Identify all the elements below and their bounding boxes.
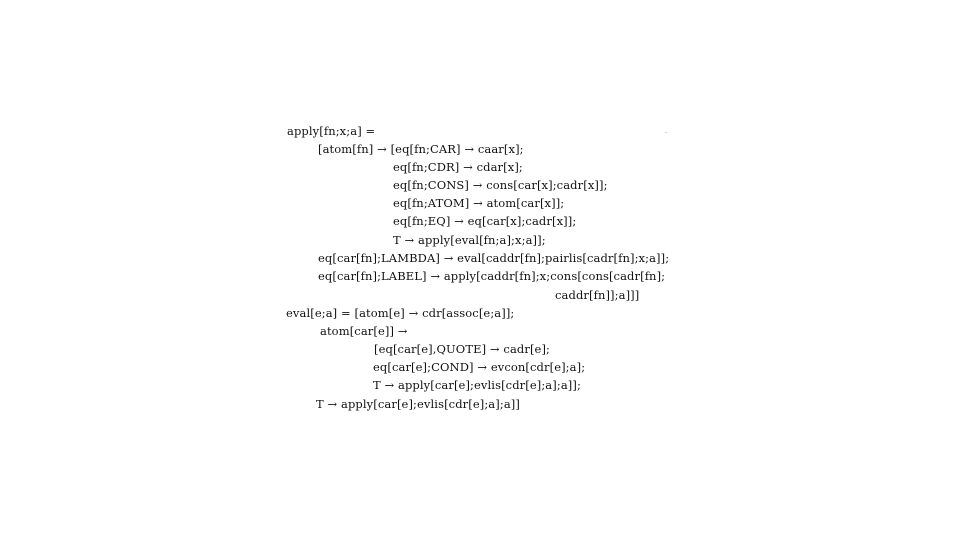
code-line-apply-definition: apply[fn;x;a] = [287, 124, 376, 138]
scan-speck [665, 132, 667, 133]
code-line: [atom[fn] → [eq[fn;CAR] → caar[x]; [318, 142, 524, 156]
code-line: T → apply[car[e];evlis[cdr[e];a];a]] [316, 397, 520, 411]
code-line-continuation: caddr[fn]];a]]] [555, 288, 640, 302]
code-line: T → apply[car[e];evlis[cdr[e];a];a]]; [373, 378, 581, 392]
code-line: eq[car[fn];LABEL] → apply[caddr[fn];x;co… [318, 269, 666, 283]
code-line: eq[car[fn];LAMBDA] → eval[caddr[fn];pair… [318, 251, 670, 265]
code-line: T → apply[eval[fn;a];x;a]]; [393, 233, 546, 247]
code-line: eq[fn;ATOM] → atom[car[x]]; [393, 196, 565, 210]
code-line-eval-definition: eval[e;a] = [atom[e] → cdr[assoc[e;a]]; [286, 306, 515, 320]
code-line: eq[fn;CONS] → cons[car[x];cadr[x]]; [393, 178, 608, 192]
code-line: atom[car[e]] → [320, 324, 408, 338]
code-line: eq[car[e];COND] → evcon[cdr[e];a]; [373, 360, 586, 374]
code-line: eq[fn;EQ] → eq[car[x];cadr[x]]; [393, 214, 577, 228]
code-line: eq[fn;CDR] → cdar[x]; [393, 160, 523, 174]
code-line: [eq[car[e],QUOTE] → cadr[e]; [374, 342, 551, 356]
